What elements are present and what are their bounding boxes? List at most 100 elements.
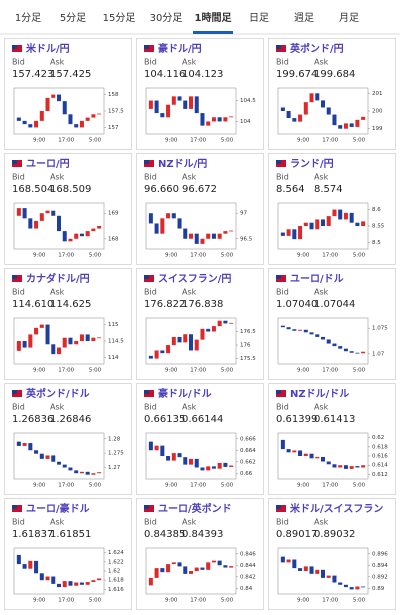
bid-value: 8.564 <box>276 184 305 195</box>
tab[interactable]: 1時間足 <box>195 11 233 24</box>
ask-value: 1.26846 <box>50 414 91 425</box>
flag <box>12 275 17 279</box>
x-tick-label: 5:00 <box>89 598 102 604</box>
ask-label: Ask <box>182 288 197 297</box>
tab[interactable]: 5分足 <box>60 12 86 24</box>
candle <box>16 554 21 565</box>
y-tick-label: 1.28 <box>108 436 121 442</box>
candle <box>338 465 343 468</box>
candle <box>62 231 67 242</box>
candle <box>349 123 354 127</box>
candle <box>361 465 366 468</box>
candle <box>22 341 27 348</box>
x-tick-label: 9:00 <box>297 138 310 144</box>
x-tick-label: 17:00 <box>58 368 74 374</box>
candle <box>280 325 285 328</box>
bid-value: 157.423 <box>12 69 53 80</box>
ask-value: 0.89032 <box>314 529 355 540</box>
tab[interactable]: 15分足 <box>103 12 136 24</box>
candle <box>338 209 343 220</box>
y-tick-label: 0.846 <box>240 551 256 557</box>
candle <box>39 453 44 459</box>
y-tick-label: 8.55 <box>372 224 385 230</box>
x-tick-label: 9:00 <box>165 483 178 489</box>
candle <box>361 586 366 588</box>
plot-area <box>13 432 105 480</box>
y-tick-label: 0.62 <box>372 435 384 441</box>
y-tick-label: 1.622 <box>108 559 124 565</box>
candle <box>303 222 308 226</box>
flag <box>12 45 17 49</box>
candle <box>39 324 44 328</box>
y-tick-label: 0.666 <box>240 436 256 442</box>
ask-label: Ask <box>314 403 329 412</box>
candle <box>16 208 21 216</box>
ask-label: Ask <box>182 403 197 412</box>
candle <box>166 345 171 354</box>
ask-value: 96.672 <box>182 184 217 195</box>
candle <box>206 233 211 239</box>
tab[interactable]: 1分足 <box>15 12 41 24</box>
tab[interactable]: 週足 <box>294 12 314 24</box>
candle <box>171 562 176 565</box>
candle <box>194 339 199 351</box>
candle <box>315 456 320 459</box>
candle <box>45 324 50 345</box>
candle <box>28 218 33 229</box>
bid-label: Bid <box>276 173 289 182</box>
candle <box>298 114 303 122</box>
candle <box>183 228 188 239</box>
candle <box>338 125 343 129</box>
tab[interactable]: 日足 <box>249 12 269 24</box>
candle <box>298 568 303 571</box>
candle <box>85 582 90 585</box>
y-tick-label: 0.896 <box>372 551 388 557</box>
pair-name: 英ポンド/ドル <box>25 387 90 400</box>
ask-label: Ask <box>182 173 197 182</box>
candle <box>343 348 348 352</box>
candle <box>200 328 205 340</box>
tab[interactable]: 月足 <box>339 12 359 24</box>
candle <box>177 453 182 458</box>
bid-value: 176.822 <box>144 299 185 310</box>
candle <box>211 326 216 332</box>
x-tick-label: 17:00 <box>58 483 74 489</box>
candle <box>45 455 50 459</box>
candle <box>39 111 44 121</box>
ask-value: 1.61851 <box>50 529 91 540</box>
candle <box>217 462 222 469</box>
tab[interactable]: 30分足 <box>150 12 183 24</box>
bid-label: Bid <box>276 518 289 527</box>
candle <box>183 457 188 465</box>
x-tick-label: 17:00 <box>190 598 206 604</box>
bid-label: Bid <box>12 58 25 67</box>
x-tick-label: 9:00 <box>297 368 310 374</box>
candle <box>16 341 21 351</box>
x-tick-label: 17:00 <box>322 368 338 374</box>
pair-name: NZドル/円 <box>158 158 207 170</box>
y-tick-label: 0.664 <box>240 448 256 454</box>
candle <box>343 465 348 469</box>
bid-value: 1.26836 <box>12 414 53 425</box>
candle <box>56 347 62 355</box>
y-tick-label: 175.5 <box>240 356 256 362</box>
candle <box>200 467 205 471</box>
pair-name: ユーロ/豪ドル <box>26 502 90 515</box>
candle <box>91 114 96 118</box>
